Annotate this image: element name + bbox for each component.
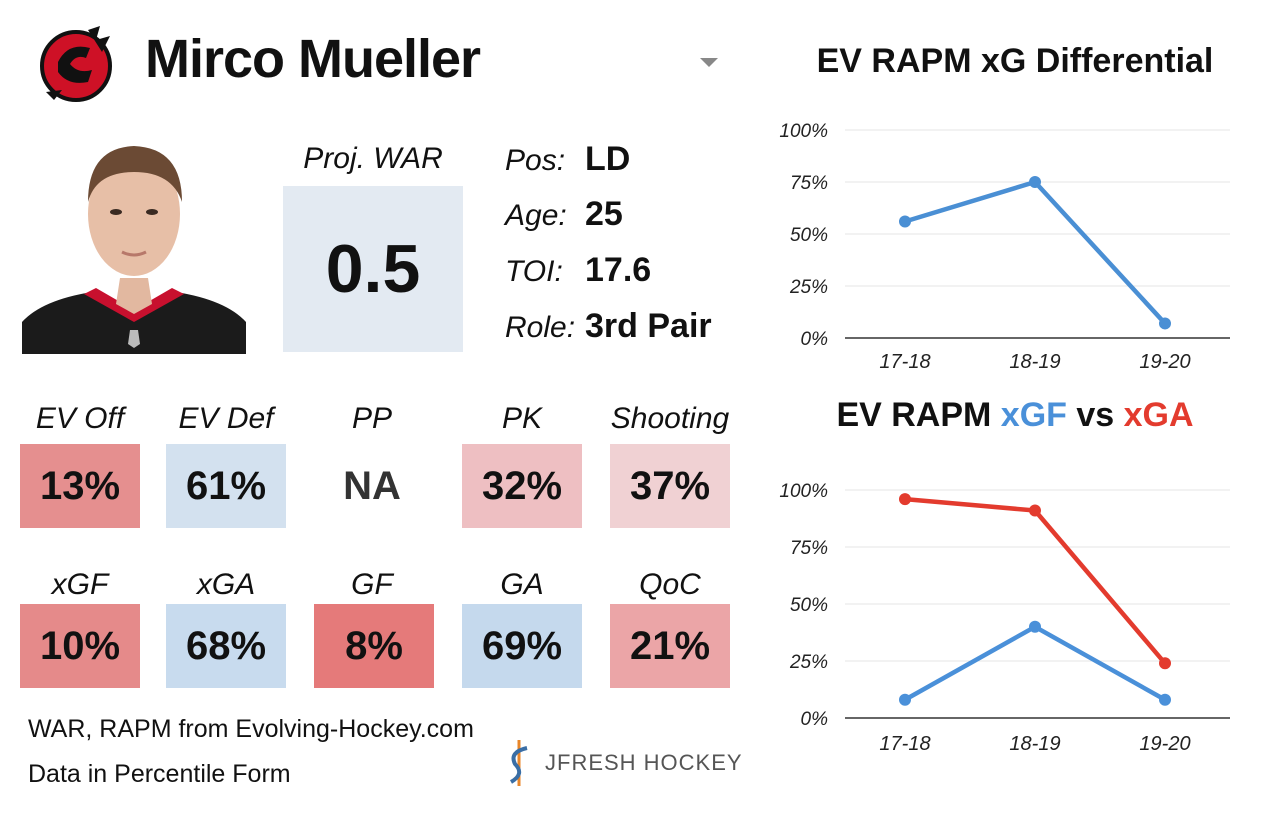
team-logo xyxy=(38,22,120,104)
stat-box-ev-def: 61% xyxy=(166,444,286,528)
stat-label-xgf: xGF xyxy=(51,568,109,601)
info-value: 25 xyxy=(585,195,623,233)
data-point xyxy=(899,693,911,706)
info-row-role: Role: 3rd Pair xyxy=(505,307,712,346)
info-row-position: Pos: LD xyxy=(505,140,630,179)
title-part: vs xyxy=(1066,396,1124,434)
percentile-note: Data in Percentile Form xyxy=(28,760,291,788)
stat-label-shooting: Shooting xyxy=(610,402,730,435)
series-line xyxy=(903,624,1167,702)
xgd-chart: 0% 25% 50% 75% 100% 17-18 18-19 19-20 xyxy=(779,121,1230,373)
stat-label-ev-off: EV Off xyxy=(35,402,125,435)
y-tick-label: 75% xyxy=(790,173,828,194)
y-tick-label: 50% xyxy=(790,595,828,616)
x-tick-label: 17-18 xyxy=(879,733,930,755)
y-tick-label: 75% xyxy=(790,538,828,559)
data-point xyxy=(1159,657,1171,670)
stat-box-shooting: 37% xyxy=(610,444,730,528)
y-tick-label: 50% xyxy=(790,225,828,246)
info-key: Age: xyxy=(505,199,567,232)
player-photo xyxy=(22,132,246,354)
title-part: EV RAPM xyxy=(836,396,1001,434)
brand-mark-icon xyxy=(509,740,528,786)
stat-box-gf: 8% xyxy=(314,604,434,688)
stat-box-ev-off: 13% xyxy=(20,444,140,528)
info-value: 3rd Pair xyxy=(585,307,712,345)
y-tick-label: 25% xyxy=(789,277,828,298)
y-tick-label: 0% xyxy=(801,329,829,350)
stat-box-ga: 69% xyxy=(462,604,582,688)
brand-text: JFRESH HOCKEY xyxy=(545,750,743,775)
player-name: Mirco Mueller xyxy=(145,29,481,89)
info-key: TOI: xyxy=(505,255,563,288)
data-point xyxy=(1159,693,1171,706)
x-tick-label: 18-19 xyxy=(1009,733,1060,755)
xgf-xga-chart: 0% 25% 50% 75% 100% 17-18 18-19 19-20 xyxy=(779,481,1230,755)
info-row-toi: TOI: 17.6 xyxy=(505,251,651,290)
stat-label-ga: GA xyxy=(500,568,544,601)
series-line xyxy=(904,179,1167,325)
proj-war-label: Proj. WAR xyxy=(303,142,443,175)
data-point xyxy=(1029,504,1041,517)
y-tick-label: 0% xyxy=(801,709,829,730)
y-tick-label: 25% xyxy=(789,652,828,673)
series-line xyxy=(904,496,1167,665)
stat-box-pp: NA xyxy=(312,444,432,528)
chart-title-xgf-xga: EV RAPM xGF vs xGA xyxy=(790,396,1240,435)
chart-title-xgd: EV RAPM xG Differential xyxy=(816,42,1214,80)
info-key: Pos: xyxy=(505,144,566,177)
title-xga: xGA xyxy=(1123,396,1194,434)
data-point xyxy=(899,215,911,228)
data-point xyxy=(1159,317,1171,330)
data-point xyxy=(1029,176,1041,188)
info-value: LD xyxy=(585,140,631,178)
info-row-age: Age: 25 xyxy=(505,195,623,234)
x-tick-label: 19-20 xyxy=(1139,351,1190,373)
stat-label-gf: GF xyxy=(351,568,393,601)
stat-label-pp: PP xyxy=(351,402,393,435)
stat-label-ev-def: EV Def xyxy=(178,402,274,435)
proj-war-value: 0.5 xyxy=(283,186,463,352)
x-tick-label: 17-18 xyxy=(879,351,930,373)
stat-label-pk: PK xyxy=(501,402,543,435)
player-select-dropdown-icon[interactable] xyxy=(700,58,718,67)
stat-label-xga: xGA xyxy=(196,568,256,601)
stat-box-xga: 68% xyxy=(166,604,286,688)
info-key: Role: xyxy=(505,311,576,344)
data-point xyxy=(899,493,911,506)
x-tick-label: 18-19 xyxy=(1009,351,1060,373)
stat-box-xgf: 10% xyxy=(20,604,140,688)
source-note: WAR, RAPM from Evolving-Hockey.com xyxy=(28,715,474,743)
stat-box-qoc: 21% xyxy=(610,604,730,688)
x-tick-label: 19-20 xyxy=(1139,733,1190,755)
stat-label-qoc: QoC xyxy=(639,568,701,601)
title-xgf: xGF xyxy=(1000,396,1067,434)
y-tick-label: 100% xyxy=(779,121,828,142)
data-point xyxy=(1029,620,1041,633)
brand-logo: JFRESH HOCKEY xyxy=(505,738,743,788)
y-tick-label: 100% xyxy=(779,481,828,502)
stat-box-pk: 32% xyxy=(462,444,582,528)
info-value: 17.6 xyxy=(585,251,652,289)
